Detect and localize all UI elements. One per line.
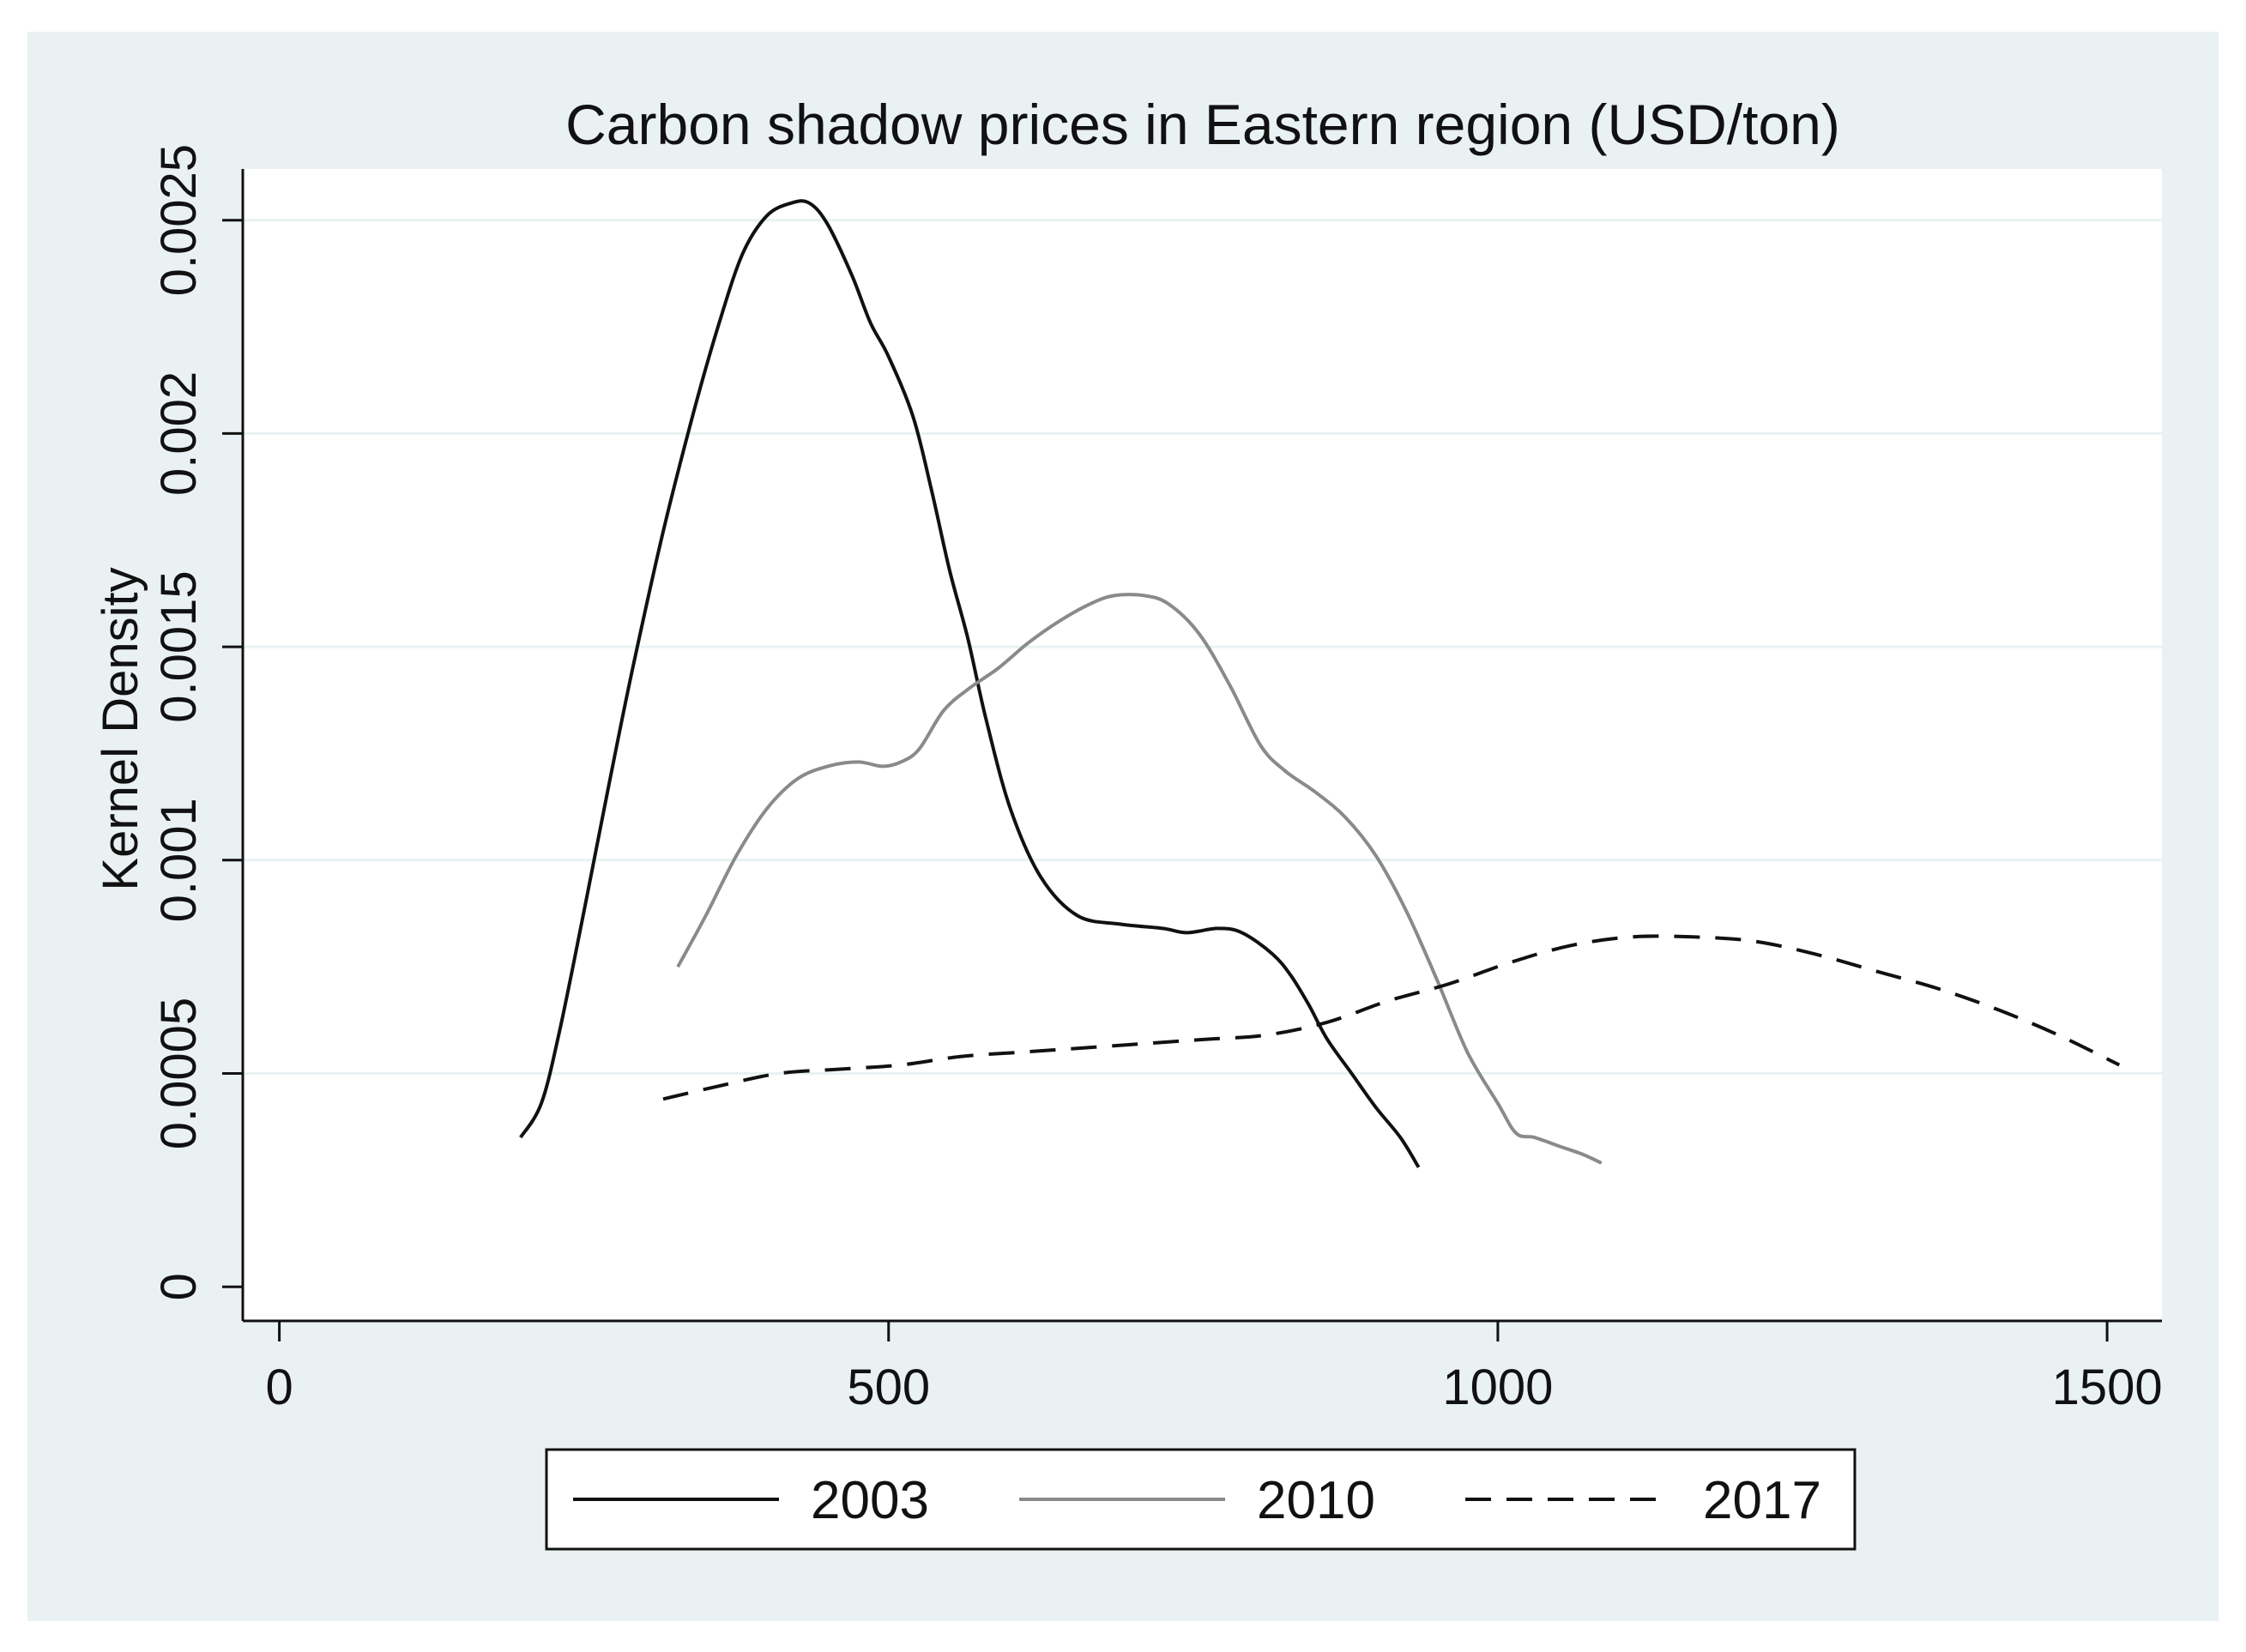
plot-area [243, 169, 2162, 1321]
y-tick-label-4: 0.002 [151, 371, 207, 496]
chart-title: Carbon shadow prices in Eastern region (… [565, 93, 1840, 156]
y-tick-label-2: 0.001 [151, 798, 207, 922]
y-axis-label: Kernel Density [93, 567, 148, 890]
series-line-2003 [519, 199, 1421, 1168]
legend-label-2010: 2010 [1257, 1471, 1375, 1530]
x-tick-label-3: 1500 [2052, 1360, 2163, 1415]
legend: 2003 2010 2017 [545, 1448, 1857, 1551]
series-lines [519, 199, 2121, 1168]
x-tick-label-1: 500 [847, 1360, 930, 1415]
x-tick-label-2: 1000 [1442, 1360, 1553, 1415]
legend-label-2017: 2017 [1703, 1471, 1821, 1530]
grid-lines [243, 219, 2162, 1076]
y-tick-label-0: 0 [151, 1273, 207, 1300]
y-tick-label-1: 0.0005 [151, 998, 207, 1149]
y-tick-label-3: 0.0015 [151, 570, 207, 722]
axes [222, 169, 2162, 1341]
legend-label-2003: 2003 [811, 1471, 929, 1530]
legend-items: 2003 2010 2017 [573, 1471, 1821, 1530]
series-line-2010 [676, 593, 1603, 1165]
tick-labels: 0 0.0005 0.001 0.0015 0.002 0.0025 0 500 1000 150… [151, 144, 2163, 1415]
x-tick-label-0: 0 [265, 1360, 293, 1415]
y-tick-label-5: 0.0025 [151, 144, 207, 296]
